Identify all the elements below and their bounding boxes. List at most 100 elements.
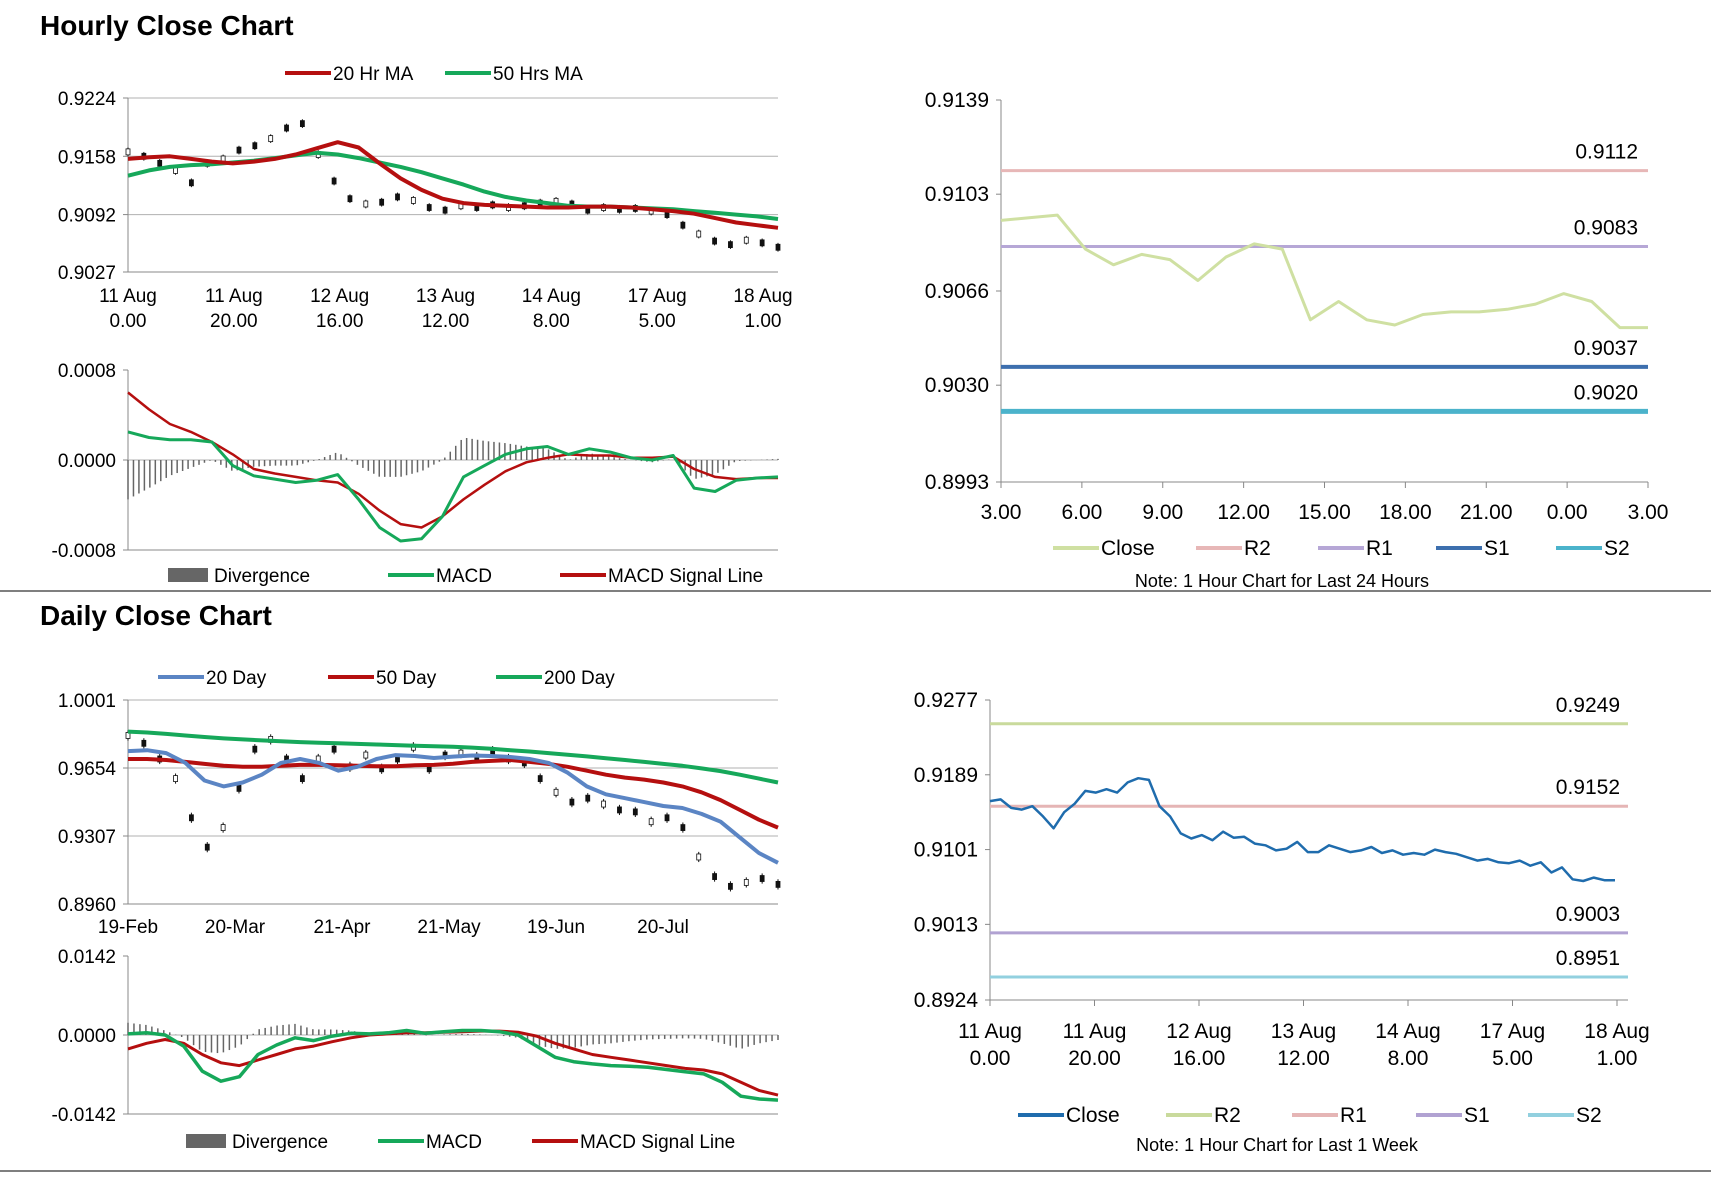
daily-macd-signal-line: [127, 1029, 779, 1097]
hourly-price-candle-body: [680, 221, 686, 229]
daily-price-candle-body: [363, 751, 369, 759]
daily-legend-divergence-label: Divergence: [232, 1132, 328, 1153]
daily-price-candle-body: [680, 824, 686, 831]
hourly-section-title: Hourly Close Chart: [40, 10, 294, 41]
hourly-price-y-tick-label: 0.9027: [58, 263, 116, 284]
hourly-price-y-tick-label: 0.9224: [58, 89, 117, 110]
daily-macd-line: [127, 1028, 779, 1102]
hourly-price-x-tick-label: 8.00: [533, 311, 570, 332]
hourly-price-candle-body: [696, 230, 702, 238]
hourly-level-r1-label: 0.9083: [1574, 217, 1638, 240]
hourly-price-candle-body: [395, 193, 400, 201]
daily-level-r2-label: 0.9249: [1556, 694, 1620, 717]
daily-price-candle-body: [331, 745, 337, 753]
daily-close-legend-s2-label: S2: [1576, 1104, 1602, 1127]
daily-level-s2-label: 0.8951: [1556, 947, 1620, 970]
daily-close-legend-r1-label: R1: [1340, 1104, 1367, 1127]
hourly-price-candle-body: [331, 177, 337, 185]
daily-close-x-tick-label: 14 Aug: [1375, 1020, 1440, 1043]
daily-close-legend-r2-label: R2: [1214, 1104, 1241, 1127]
hourly-close-legend-s1-label: S1: [1484, 537, 1510, 560]
hourly-price-candle-body: [252, 142, 258, 150]
daily-price-candle-body: [743, 879, 749, 886]
hourly-price-candle-body: [347, 195, 353, 203]
hourly-close-x-tick-label: 3.00: [1628, 501, 1669, 524]
daily-close-x-tick-label: 5.00: [1492, 1047, 1533, 1070]
legend-macd-signal-label: MACD Signal Line: [608, 566, 763, 587]
daily-legend-divergence-swatch: [186, 1134, 226, 1148]
hourly-price-candle-body: [299, 120, 305, 128]
daily-price-x-tick-label: 20-Mar: [205, 917, 266, 938]
hourly-close-legend-close-label: Close: [1101, 537, 1155, 560]
hourly-level-s2-label: 0.9020: [1574, 381, 1638, 404]
daily-price-candle-body: [220, 824, 226, 831]
daily-close-x-tick-label: 0.00: [970, 1047, 1011, 1070]
bottom-divider: [0, 1170, 1711, 1172]
daily-macd-y-tick-label: 0.0000: [58, 1026, 116, 1047]
daily-price-candle-body: [617, 806, 622, 814]
daily-price-x-tick-label: 20-Jul: [637, 917, 689, 938]
hourly-close-x-tick-label: 18.00: [1379, 501, 1432, 524]
hourly-macd-y-tick-label: -0.0008: [52, 541, 116, 562]
daily-price-candle-body: [189, 814, 194, 822]
hourly-price-x-tick-label: 13 Aug: [416, 286, 475, 307]
hourly-close-note: Note: 1 Hour Chart for Last 24 Hours: [1135, 571, 1429, 591]
hourly-price-x-tick-label: 0.00: [110, 311, 147, 332]
daily-price-candle-body: [537, 775, 543, 782]
daily-close-y-tick-label: 0.8924: [914, 989, 979, 1012]
daily-price-x-tick-label: 21-May: [417, 917, 481, 938]
daily-close-x-tick-label: 12 Aug: [1166, 1020, 1231, 1043]
daily-section-title: Daily Close Chart: [40, 600, 272, 631]
hourly-price-candle-body: [363, 200, 369, 208]
hourly-price-x-tick-label: 20.00: [210, 311, 258, 332]
hourly-price-candle-body: [157, 159, 163, 167]
daily-price-candle-body: [775, 881, 781, 888]
hourly-price-candle-body: [268, 135, 274, 143]
hourly-close-legend-r1-label: R1: [1366, 537, 1393, 560]
daily-close-x-tick-label: 17 Aug: [1480, 1020, 1545, 1043]
hourly-level-r2-label: 0.9112: [1575, 141, 1638, 164]
hourly-close-x-tick-label: 21.00: [1460, 501, 1513, 524]
daily-price-x-tick-label: 19-Jun: [527, 917, 585, 938]
daily-close-x-tick-label: 20.00: [1068, 1047, 1121, 1070]
daily-level-r1-label: 0.9152: [1556, 776, 1620, 799]
legend-macd-label: MACD: [436, 566, 492, 587]
daily-legend-macd-signal-label: MACD Signal Line: [580, 1132, 735, 1153]
daily-price-candle-body: [204, 843, 210, 851]
hourly-price-x-tick-label: 12 Aug: [310, 286, 369, 307]
hourly-price-x-tick-label: 12.00: [422, 311, 470, 332]
hourly-20hr-ma-line: [127, 140, 779, 230]
daily-price-candle-body: [728, 882, 733, 890]
daily-200day-ma-line: [127, 729, 779, 785]
hourly-price-candle-body: [189, 179, 194, 187]
daily-price-candle-body: [712, 873, 717, 880]
hourly-price-candle-body: [728, 241, 733, 249]
daily-close-x-tick-label: 18 Aug: [1584, 1020, 1649, 1043]
hourly-price-x-tick-label: 11 Aug: [99, 286, 157, 307]
daily-price-candle-body: [759, 875, 765, 882]
daily-close-y-tick-label: 0.9277: [914, 689, 978, 712]
daily-close-y-tick-label: 0.9101: [914, 839, 978, 862]
hourly-close-x-tick-label: 6.00: [1061, 501, 1102, 524]
hourly-price-y-tick-label: 0.9092: [58, 206, 116, 227]
hourly-price-y-tick-label: 0.9158: [58, 147, 116, 168]
hourly-close-x-tick-label: 15.00: [1298, 501, 1351, 524]
hourly-close-x-tick-label: 12.00: [1217, 501, 1270, 524]
legend-20hr-ma-label: 20 Hr MA: [333, 64, 414, 85]
daily-price-candle-body: [601, 800, 607, 808]
legend-20-day-label: 20 Day: [206, 668, 267, 689]
hourly-price-candle-body: [236, 146, 242, 154]
hourly-close-line: [1000, 213, 1648, 330]
legend-50hrs-ma-label: 50 Hrs MA: [493, 64, 583, 85]
daily-price-candle-body: [585, 794, 591, 802]
hourly-price-x-tick-label: 18 Aug: [733, 286, 792, 307]
daily-level-s1-label: 0.9003: [1556, 903, 1620, 926]
daily-price-y-tick-label: 0.8960: [58, 895, 116, 916]
daily-close-y-tick-label: 0.9013: [914, 913, 978, 936]
daily-macd-y-tick-label: -0.0142: [52, 1105, 116, 1126]
section-divider: [0, 590, 1711, 592]
daily-price-candle-body: [236, 784, 242, 792]
hourly-close-y-tick-label: 0.8993: [925, 471, 989, 494]
hourly-price-candle-body: [442, 206, 448, 214]
hourly-price-x-tick-label: 16.00: [316, 311, 364, 332]
